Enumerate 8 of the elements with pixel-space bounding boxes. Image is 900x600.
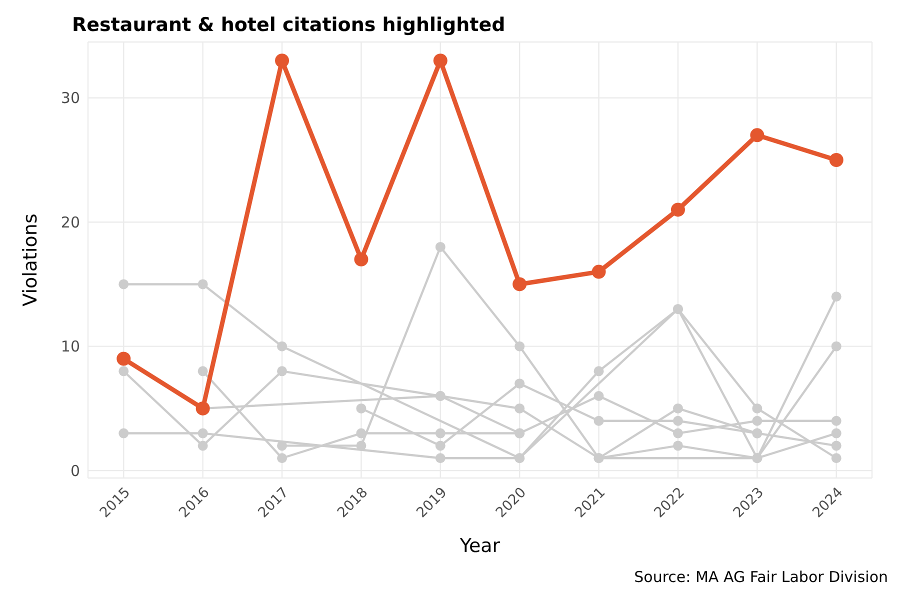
x-axis-title: Year <box>458 535 500 557</box>
y-tick-label: 0 <box>70 462 80 480</box>
y-axis-title: Violations <box>20 214 42 306</box>
chart-title: Restaurant & hotel citations highlighted <box>72 14 506 36</box>
y-tick-label: 10 <box>60 338 80 356</box>
y-tick-label: 30 <box>60 89 80 108</box>
source-note: Source: MA AG Fair Labor Division <box>634 568 888 586</box>
y-tick-label: 20 <box>60 213 80 232</box>
